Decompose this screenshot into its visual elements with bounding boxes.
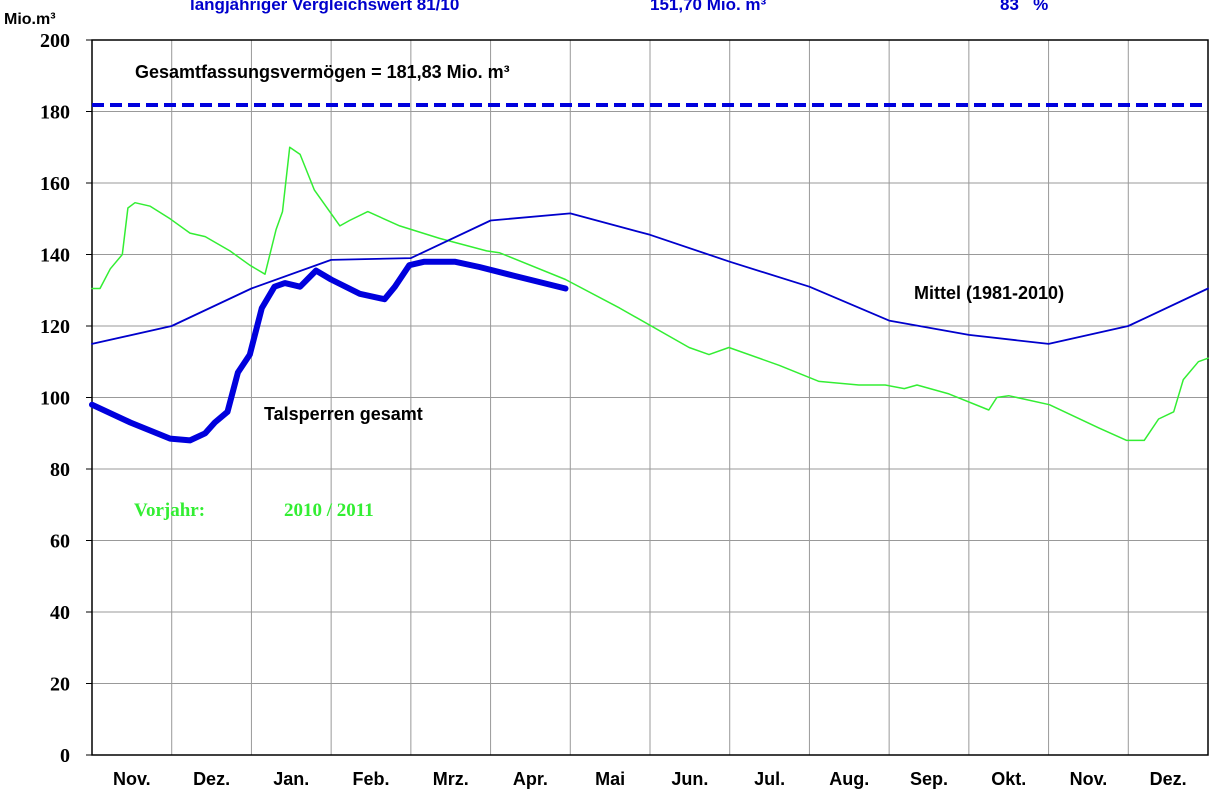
x-tick-label: Dez. — [1150, 769, 1187, 789]
x-tick-label: Apr. — [513, 769, 548, 789]
x-tick-label: Jul. — [754, 769, 785, 789]
plot-border — [91, 39, 1209, 756]
series-line — [91, 146, 1209, 442]
y-tick-label: 0 — [60, 745, 70, 767]
capacity-label: Gesamtfassungsvermögen = 181,83 Mio. m³ — [135, 62, 510, 82]
x-tick-label: Feb. — [352, 769, 389, 789]
y-tick-label: 40 — [50, 602, 70, 624]
y-tick-label: 80 — [50, 459, 70, 481]
series-label: Talsperren gesamt — [264, 404, 423, 424]
y-tick-label: 120 — [40, 316, 70, 338]
y-tick-label: 140 — [40, 245, 70, 267]
x-tick-label: Nov. — [113, 769, 151, 789]
header-text: 151,70 Mio. m³ — [650, 0, 767, 14]
x-tick-label: Dez. — [193, 769, 230, 789]
x-tick-label: Jan. — [273, 769, 309, 789]
y-axis-label: Mio.m³ — [4, 11, 56, 28]
y-tick-label: 160 — [40, 173, 70, 195]
annotation: 2010 / 2011 — [284, 500, 374, 521]
x-tick-label: Mai — [595, 769, 625, 789]
series-line — [91, 212, 1209, 345]
header-text: 83 % — [1000, 0, 1048, 14]
y-tick-label: 180 — [40, 102, 70, 124]
x-tick-label: Sep. — [910, 769, 948, 789]
x-tick-label: Mrz. — [433, 769, 469, 789]
x-tick-label: Jun. — [671, 769, 708, 789]
y-tick-label: 20 — [50, 674, 70, 696]
series-label: Vorjahr: — [134, 500, 205, 521]
x-tick-label: Aug. — [829, 769, 869, 789]
y-tick-label: 200 — [40, 30, 70, 52]
x-tick-label: Okt. — [991, 769, 1026, 789]
header-text: langjähriger Vergleichswert 81/10 — [190, 0, 459, 14]
series-line — [89, 258, 569, 444]
y-tick-label: 100 — [40, 388, 70, 410]
series-label: Mittel (1981-2010) — [914, 283, 1064, 303]
y-tick-label: 60 — [50, 531, 70, 553]
x-tick-label: Nov. — [1070, 769, 1108, 789]
